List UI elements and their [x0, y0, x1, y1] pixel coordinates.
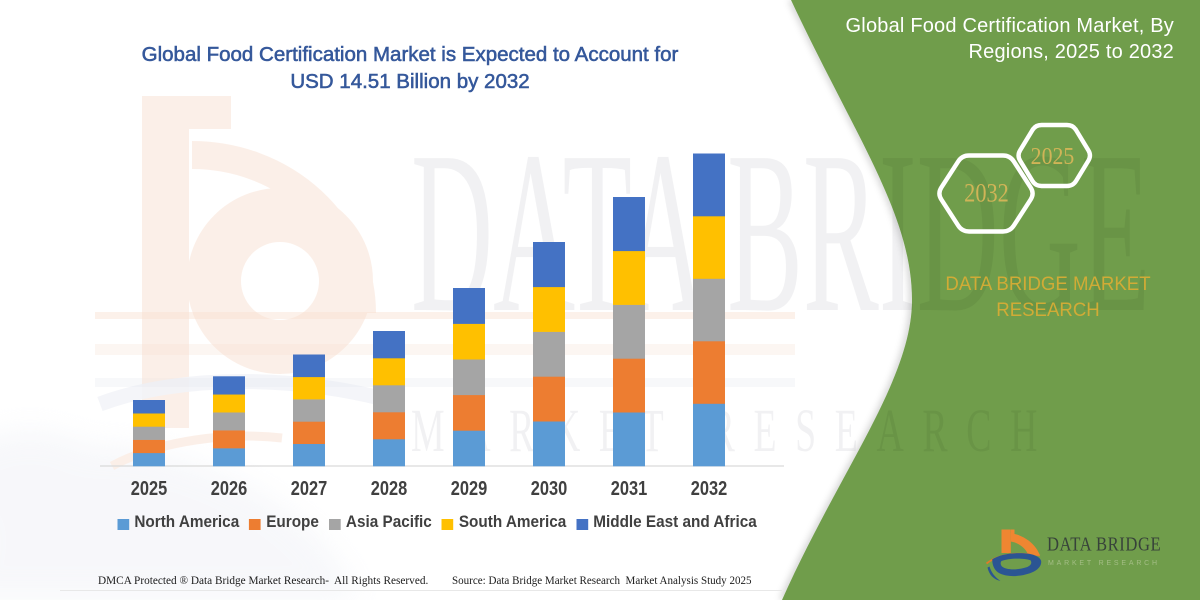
svg-text:DATA BRIDGE: DATA BRIDGE — [1047, 533, 1161, 555]
svg-text:2025: 2025 — [1031, 143, 1075, 169]
svg-text:2032: 2032 — [964, 179, 1009, 208]
svg-text:MARKET RESEARCH: MARKET RESEARCH — [1048, 560, 1160, 567]
